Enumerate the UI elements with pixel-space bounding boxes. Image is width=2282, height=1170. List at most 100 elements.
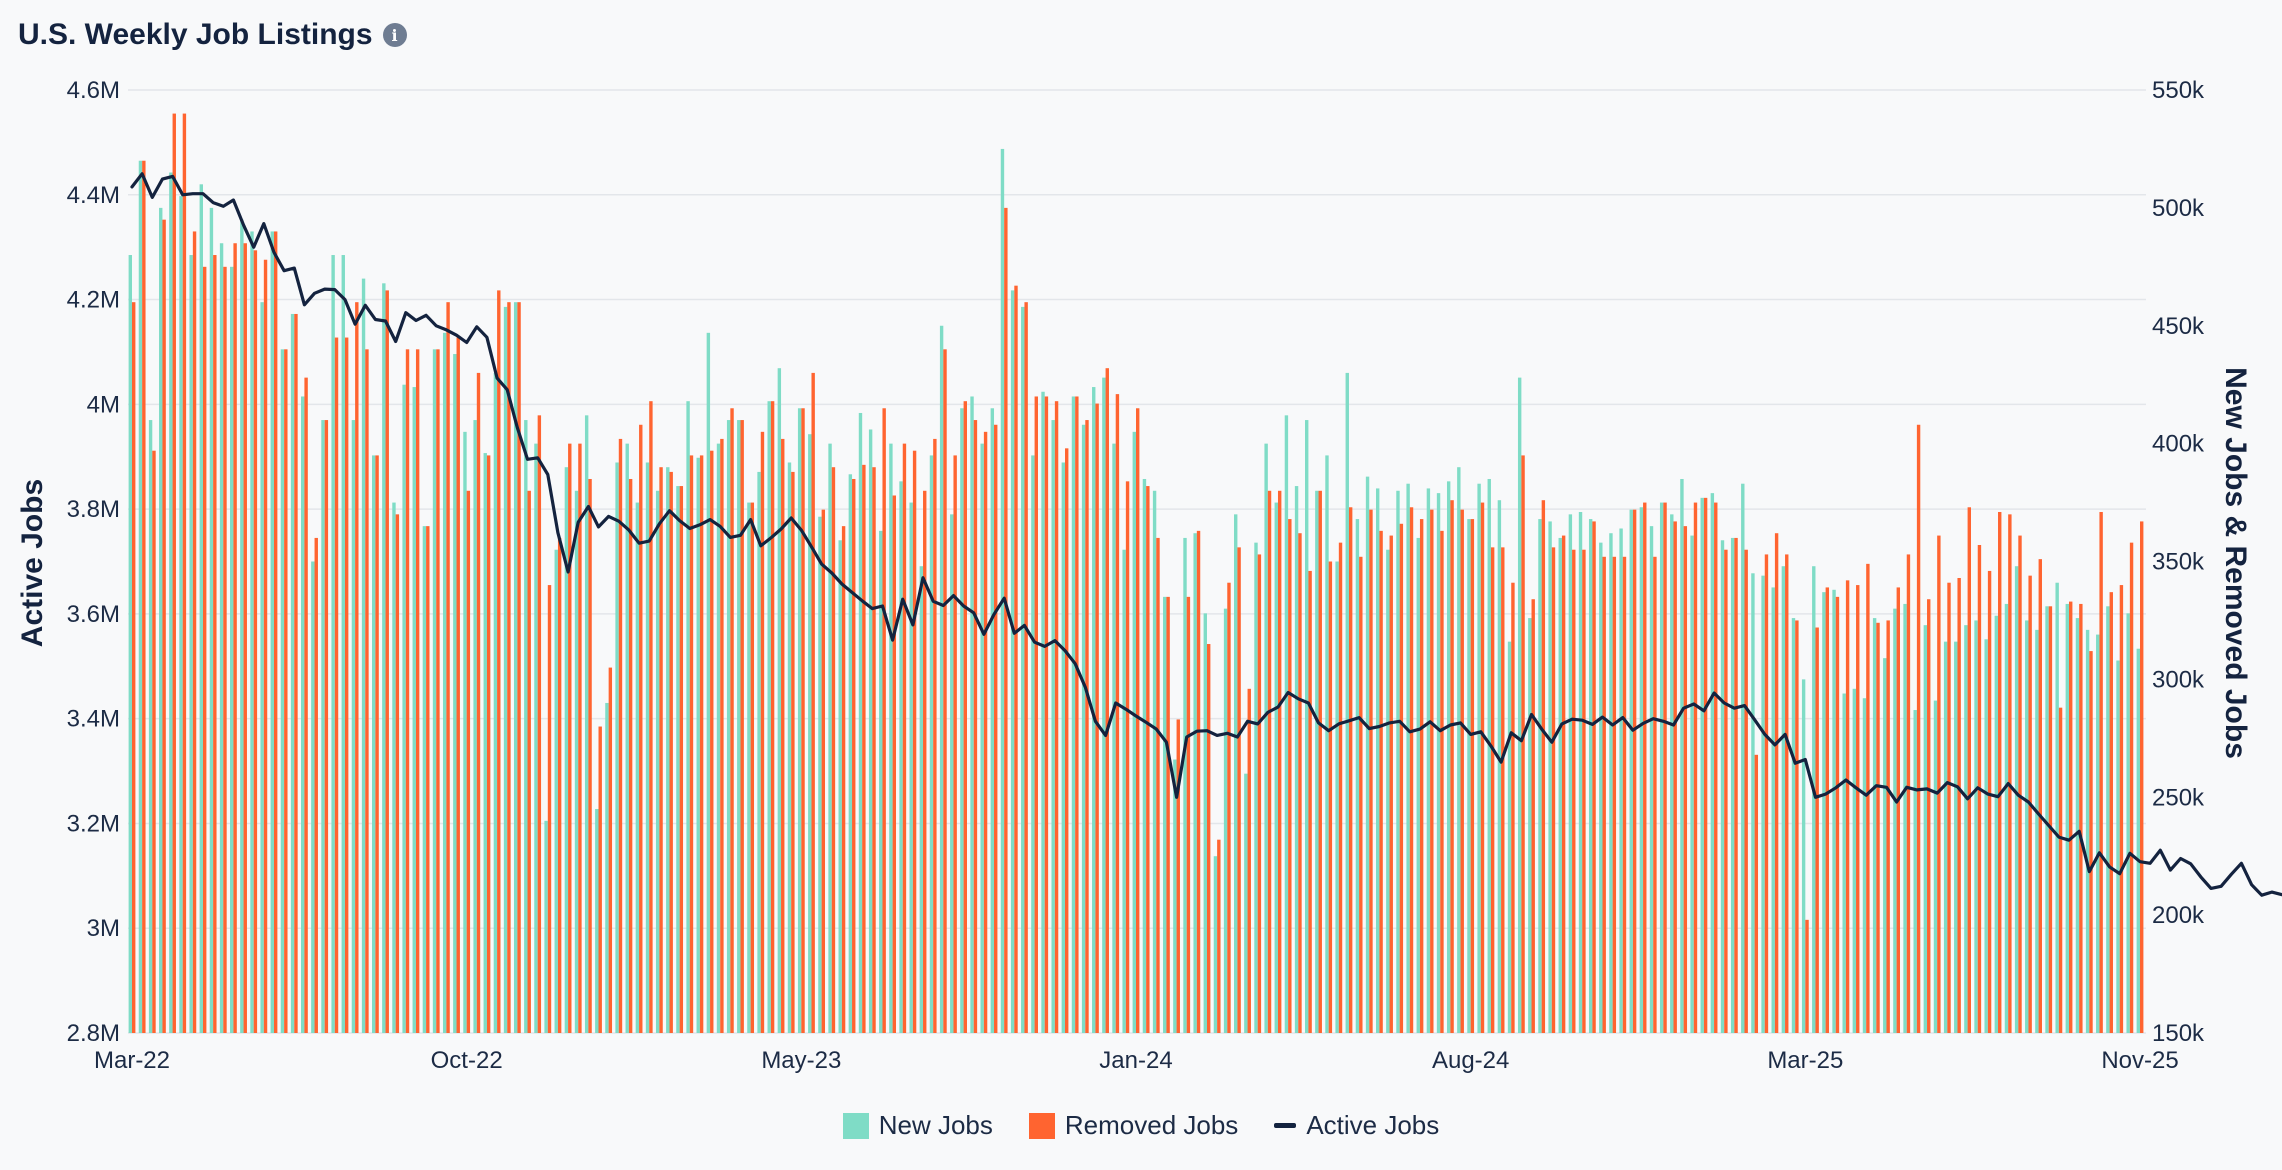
removed-jobs-bar	[1338, 542, 1343, 1033]
removed-jobs-bar	[1653, 556, 1657, 1033]
removed-jobs-bar	[1399, 523, 1404, 1033]
new-jobs-bar	[1436, 493, 1441, 1033]
new-jobs-bar	[1700, 497, 1704, 1033]
legend-item-removed-jobs[interactable]: Removed Jobs	[1028, 1110, 1238, 1141]
new-jobs-bar	[1568, 514, 1573, 1033]
new-jobs-bar	[1031, 455, 1035, 1034]
new-jobs-bar	[2116, 660, 2120, 1033]
new-jobs-bar	[1081, 424, 1086, 1033]
removed-jobs-bar	[760, 431, 765, 1033]
new-jobs-bar	[1791, 618, 1796, 1033]
new-jobs-bar	[1984, 639, 1988, 1033]
new-jobs-bar	[625, 443, 629, 1033]
new-jobs-bar	[1305, 420, 1309, 1033]
new-jobs-bar	[1801, 679, 1806, 1033]
new-jobs-bar	[1010, 290, 1015, 1033]
y-tick-label: 2.8M	[67, 1020, 120, 1047]
new-jobs-bar	[382, 283, 386, 1033]
legend-item-active-jobs[interactable]: Active Jobs	[1274, 1110, 1439, 1141]
left-axis-ticks: 2.8M 3M 3.2M 3.4M 3.6M 3.8M 4M 4.2M 4.4M 4.6M	[67, 77, 120, 1047]
removed-jobs-bar	[1744, 549, 1748, 1033]
new-jobs-bar	[1223, 608, 1228, 1033]
new-jobs-bar	[463, 431, 467, 1033]
new-jobs-bar	[412, 387, 416, 1033]
removed-jobs-bar	[192, 231, 197, 1033]
new-jobs-bar	[270, 231, 274, 1033]
new-jobs-bar	[605, 702, 609, 1033]
removed-jobs-bar	[517, 302, 521, 1033]
new-jobs-bar	[868, 429, 873, 1034]
removed-jobs-bar	[1065, 448, 1069, 1034]
removed-jobs-bar	[1937, 535, 1941, 1033]
removed-jobs-bar	[1257, 554, 1262, 1033]
new-jobs-bar	[1730, 537, 1735, 1033]
removed-jobs-bar	[537, 415, 542, 1034]
new-jobs-bar	[1365, 476, 1370, 1033]
legend-label-active-jobs: Active Jobs	[1306, 1110, 1440, 1140]
removed-jobs-bar	[1227, 582, 1231, 1033]
removed-jobs-bar	[1095, 403, 1099, 1033]
active-jobs-line	[130, 172, 2282, 897]
x-tick-label: Jan-24	[1099, 1047, 1172, 1074]
new-jobs-bar	[1254, 542, 1258, 1033]
new-jobs-bar	[1467, 519, 1471, 1033]
y-tick-label: 4.4M	[67, 182, 120, 209]
removed-jobs-bar	[1430, 509, 1434, 1033]
new-jobs-bar	[1112, 443, 1116, 1033]
new-jobs-bar	[453, 354, 457, 1033]
removed-jobs-bar	[1166, 596, 1170, 1033]
new-jobs-bar	[1599, 542, 1603, 1033]
y-tick-label: 3.6M	[67, 601, 120, 628]
removed-jobs-bar	[1379, 530, 1383, 1033]
removed-jobs-bar	[334, 337, 339, 1034]
removed-jobs-bar	[902, 443, 907, 1033]
y2-tick-label: 200k	[2152, 902, 2205, 929]
new-jobs-bar	[929, 455, 934, 1034]
removed-jobs-bar	[253, 250, 258, 1033]
removed-jobs-bar	[1703, 497, 1708, 1033]
removed-jobs-bar	[1916, 424, 1921, 1033]
removed-jobs-bar	[872, 467, 876, 1033]
new-jobs-bar	[879, 530, 883, 1033]
new-jobs-bar	[209, 207, 214, 1033]
removed-jobs-bar	[1622, 556, 1627, 1033]
new-jobs-bar	[1426, 488, 1431, 1034]
new-jobs-bar	[1021, 306, 1025, 1033]
new-jobs-bar	[1163, 596, 1167, 1033]
removed-jobs-bar	[1541, 500, 1546, 1034]
new-jobs-bar	[1964, 625, 1968, 1033]
removed-jobs-bar	[912, 450, 917, 1033]
removed-jobs-bar	[436, 349, 440, 1033]
removed-jobs-bar	[172, 113, 176, 1033]
removed-jobs-bar	[1582, 549, 1586, 1033]
legend-item-new-jobs[interactable]: New Jobs	[842, 1110, 993, 1141]
removed-jobs-bar	[1754, 754, 1759, 1033]
removed-jobs-bar	[1987, 570, 1992, 1033]
removed-jobs-bar	[1460, 509, 1464, 1033]
y2-tick-label: 250k	[2152, 784, 2205, 811]
new-jobs-bar	[686, 401, 690, 1033]
removed-jobs-bar	[1663, 502, 1667, 1033]
new-jobs-bar	[1051, 420, 1055, 1033]
removed-jobs-bar	[689, 455, 694, 1034]
removed-jobs-bar	[1561, 535, 1566, 1033]
new-jobs-bar	[1061, 462, 1066, 1033]
removed-jobs-bar	[1419, 519, 1424, 1033]
new-jobs-bar	[1639, 507, 1644, 1034]
removed-jobs-bar	[679, 486, 684, 1033]
removed-jobs-bar	[1866, 563, 1870, 1033]
info-icon[interactable]: i	[382, 23, 407, 47]
removed-jobs-bar	[892, 495, 897, 1033]
new-jobs-bar	[524, 420, 528, 1033]
new-jobs-bar	[1619, 528, 1623, 1033]
removed-jobs-bar	[2038, 559, 2042, 1033]
new-jobs-bar	[2075, 618, 2080, 1033]
removed-jobs-bar	[2079, 603, 2083, 1033]
removed-jobs-bar	[2048, 606, 2053, 1033]
new-jobs-bar	[1142, 478, 1147, 1033]
new-jobs-bar	[230, 266, 234, 1033]
new-jobs-bar	[1446, 481, 1451, 1034]
new-jobs-bar	[1609, 533, 1613, 1033]
new-jobs-bar	[1872, 618, 1877, 1033]
removed-jobs-bar	[2018, 535, 2022, 1033]
